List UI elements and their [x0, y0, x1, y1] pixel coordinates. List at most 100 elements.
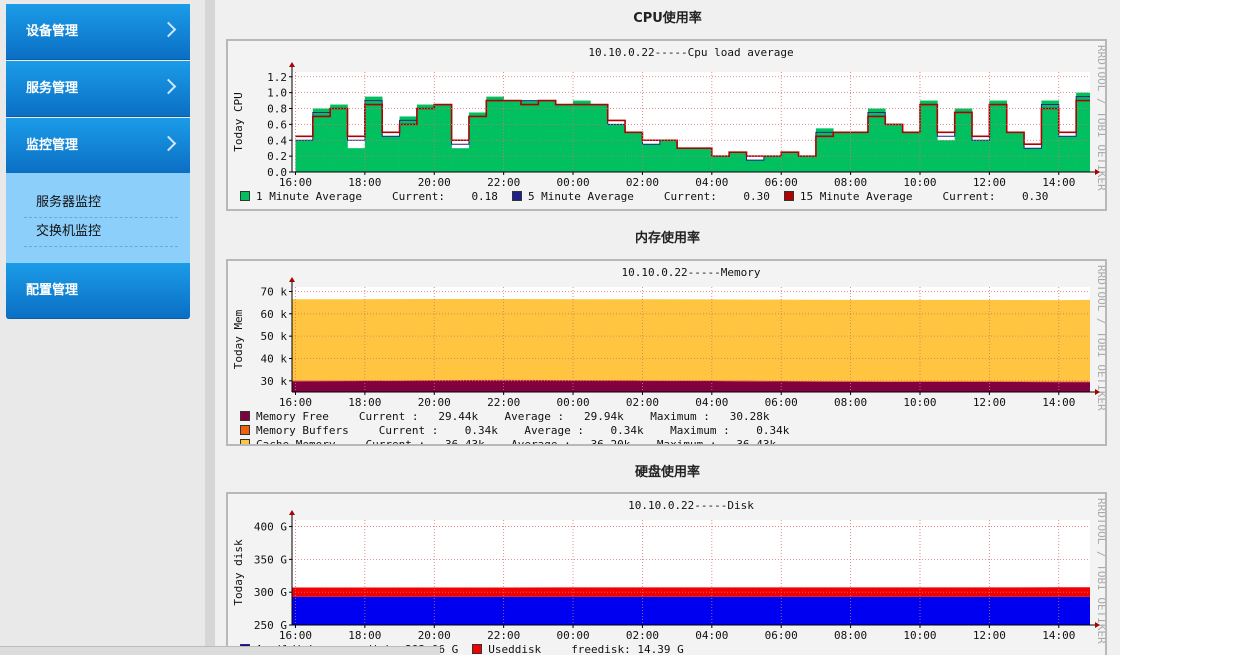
y-tick-label: 0.8 — [267, 103, 287, 116]
x-tick-label: 08:00 — [834, 396, 867, 409]
x-tick-label: 08:00 — [834, 629, 867, 642]
legend-swatch — [240, 191, 250, 201]
bar — [1041, 100, 1060, 172]
bar — [763, 156, 782, 172]
bar — [1006, 132, 1025, 172]
legend-name: Useddisk — [488, 643, 542, 655]
y-tick-label: 30 k — [261, 375, 288, 388]
legend-name: 1 Minute Average — [256, 190, 362, 203]
legend-swatch — [240, 411, 250, 421]
legend-item: Cache Memory Current : 36.43k Average : 3… — [240, 438, 777, 446]
legend-item: 5 Minute Average Current: 0.30 — [511, 190, 770, 203]
bar — [486, 96, 504, 172]
legend-stats: Current: 0.30 — [663, 190, 770, 203]
x-tick-label: 16:00 — [279, 176, 312, 189]
legend-swatch — [783, 191, 794, 201]
legend-stats: Current: 0.18 — [391, 190, 498, 203]
stacked-area — [292, 596, 1090, 625]
x-tick-label: 22:00 — [487, 176, 520, 189]
legend-item: Memory Free Current : 29.44k Average : 29… — [240, 410, 769, 423]
x-tick-label: 08:00 — [834, 176, 867, 189]
chart: 10.10.0.22-----Cpu load average Today CPU… — [232, 45, 1105, 191]
bar — [729, 152, 747, 172]
x-tick-label: 10:00 — [903, 176, 936, 189]
bar — [520, 100, 539, 172]
divider — [205, 0, 215, 655]
y-tick-label: 350 G — [254, 553, 287, 566]
legend-stats: Current: 0.30 — [942, 190, 1049, 203]
legend-name: 5 Minute Average — [527, 190, 634, 203]
axis-arrow — [289, 277, 295, 282]
y-axis-label: Today Mem — [232, 309, 245, 369]
x-tick-label: 06:00 — [765, 176, 798, 189]
x-tick-label: 22:00 — [487, 629, 520, 642]
y-tick-label: 0.0 — [267, 166, 287, 179]
axis-arrow — [1095, 389, 1100, 395]
watermark: RRDTOOL / TOBI OETIKER — [1095, 498, 1105, 644]
y-tick-label: 0.6 — [267, 118, 287, 131]
bar — [312, 108, 331, 172]
menu-item[interactable]: 设备管理 — [6, 4, 190, 60]
x-tick-label: 02:00 — [626, 396, 659, 409]
legend-name: 15 Minute Average — [799, 190, 913, 203]
x-tick-label: 14:00 — [1042, 629, 1075, 642]
y-axis-label: Today disk — [232, 539, 245, 606]
submenu-item[interactable]: 交换机监控 — [24, 218, 178, 247]
legend-stats: Current : 29.44k Average : 29.94k Maximu… — [358, 410, 770, 423]
bar — [538, 100, 556, 172]
x-tick-label: 18:00 — [348, 629, 381, 642]
chart: 10.10.0.22-----Memory Today Mem RRDTOOL / … — [232, 265, 1105, 411]
bar — [503, 100, 522, 172]
chart-title: 10.10.0.22-----Memory — [621, 266, 760, 279]
bar — [1024, 148, 1042, 172]
bar — [972, 140, 990, 172]
bar — [364, 96, 383, 172]
x-tick-label: 06:00 — [765, 629, 798, 642]
y-tick-label: 1.0 — [267, 87, 287, 100]
x-tick-label: 04:00 — [695, 176, 728, 189]
x-tick-label: 20:00 — [418, 396, 451, 409]
chart-image: 10.10.0.22-----Disk Today disk RRDTOOL / T… — [226, 492, 1107, 655]
bar — [711, 156, 730, 172]
y-axis-label: Today CPU — [232, 92, 245, 152]
submenu-item[interactable]: 服务器监控 — [24, 189, 178, 218]
bar — [399, 116, 418, 172]
section-heading: CPU使用率 — [633, 11, 702, 26]
x-tick-label: 18:00 — [348, 176, 381, 189]
legend-stats: Current : 36.43k Average : 36.20k Maximu… — [365, 438, 777, 446]
legend-stats: Current : 0.34k Average : 0.34k Maximum … — [378, 424, 790, 437]
y-tick-label: 50 k — [261, 330, 288, 343]
watermark: RRDTOOL / TOBI OETIKER — [1095, 45, 1105, 191]
axis-arrow — [1095, 169, 1100, 175]
bar — [434, 104, 452, 172]
bar — [1058, 136, 1077, 172]
bar — [798, 156, 817, 172]
bar — [902, 132, 921, 172]
bar — [642, 144, 661, 172]
watermark: RRDTOOL / TOBI OETIKER — [1095, 265, 1105, 411]
x-tick-label: 20:00 — [418, 176, 451, 189]
marks — [292, 298, 1090, 392]
stacked-area — [292, 380, 1090, 392]
menu-item[interactable]: 监控管理 — [6, 118, 190, 174]
legend-item: 15 Minute Average Current: 0.30 — [783, 190, 1049, 203]
bar — [694, 148, 713, 172]
chart-image: 10.10.0.22-----Memory Today Mem RRDTOOL / … — [226, 259, 1107, 446]
menu-item[interactable]: 服务管理 — [6, 61, 190, 117]
x-tick-label: 18:00 — [348, 396, 381, 409]
x-tick-label: 12:00 — [973, 396, 1006, 409]
legend-name: Memory Buffers — [256, 424, 349, 437]
x-tick-label: 02:00 — [626, 176, 659, 189]
x-tick-label: 04:00 — [695, 629, 728, 642]
y-tick-label: 250 G — [254, 619, 287, 632]
bar — [330, 104, 348, 172]
section-heading: 硬盘使用率 — [634, 465, 700, 480]
menu-item[interactable]: 配置管理 — [6, 263, 190, 319]
axis-arrow — [289, 510, 295, 515]
bar — [885, 124, 903, 172]
chart-image: 10.10.0.22-----Cpu load average Today CPU… — [226, 39, 1107, 211]
y-tick-label: 300 G — [254, 586, 287, 599]
marks — [295, 92, 1090, 172]
x-tick-label: 10:00 — [903, 629, 936, 642]
y-tick-label: 1.2 — [267, 71, 287, 84]
